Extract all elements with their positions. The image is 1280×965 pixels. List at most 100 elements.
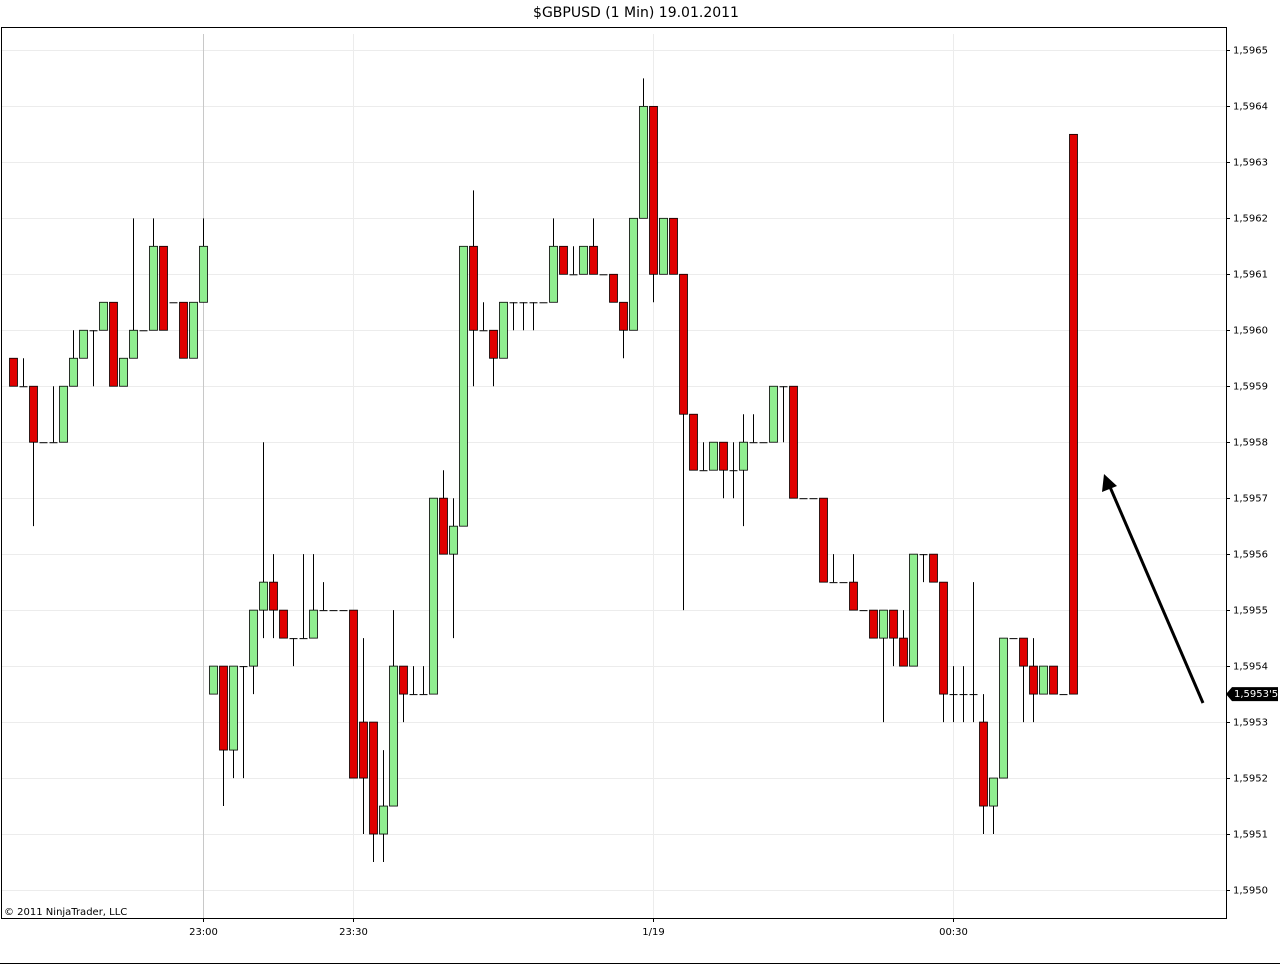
candle-body — [1019, 637, 1028, 667]
candle-body — [559, 245, 568, 275]
candle-body — [139, 330, 148, 332]
candle-body — [69, 357, 78, 387]
candle-body — [199, 245, 208, 303]
y-tick-label: 1,5955 — [1233, 606, 1268, 617]
annotation-arrow — [1108, 486, 1205, 704]
candle-body — [359, 721, 368, 779]
candle-body — [939, 581, 948, 695]
candle-body — [19, 386, 28, 388]
last-price-marker — [1226, 687, 1278, 702]
candle-body — [189, 301, 198, 359]
candle-body — [839, 582, 848, 584]
y-tick-label: 1,5954 — [1233, 662, 1268, 673]
x-tick-label: 1/19 — [642, 927, 664, 938]
y-tick-label: 1,5951 — [1233, 830, 1268, 841]
candle-body — [119, 357, 128, 387]
candles — [9, 78, 1078, 863]
candle-body — [149, 245, 158, 331]
candle-body — [949, 694, 958, 696]
candle-body — [39, 442, 48, 444]
candle-body — [229, 665, 238, 751]
candle-body — [79, 329, 88, 359]
candle-body — [209, 665, 218, 695]
candle-body — [609, 273, 618, 303]
candle-body — [109, 301, 118, 387]
candle-body — [739, 441, 748, 471]
candle-body — [159, 245, 168, 331]
candle-body — [599, 274, 608, 276]
candle-body — [969, 694, 978, 696]
candle-body — [289, 638, 298, 640]
candle-body — [519, 302, 528, 304]
candle-body — [389, 665, 398, 807]
candle-body — [879, 609, 888, 639]
candle-body — [639, 105, 648, 219]
candle-body — [719, 441, 728, 471]
candle-body — [819, 497, 828, 583]
candle-body — [709, 441, 718, 471]
candle-body — [799, 498, 808, 500]
candle-body — [889, 609, 898, 639]
candle-body — [989, 777, 998, 807]
candle-body — [349, 609, 358, 779]
candle-body — [299, 638, 308, 640]
candle-body — [259, 581, 268, 611]
candle-body — [1009, 638, 1018, 640]
candle-body — [759, 442, 768, 444]
candle-body — [1049, 665, 1058, 695]
y-tick-label: 1,5963 — [1233, 158, 1268, 169]
y-tick-label: 1,5964 — [1233, 102, 1268, 113]
candle-body — [409, 694, 418, 696]
candle-body — [499, 301, 508, 359]
candle-body — [729, 470, 738, 472]
candle-body — [439, 497, 448, 555]
candle-body — [9, 357, 18, 387]
candle-body — [29, 385, 38, 443]
candle-body — [979, 721, 988, 807]
candle-body — [179, 301, 188, 359]
y-tick-label: 1,5957 — [1233, 494, 1268, 505]
candle-body — [539, 302, 548, 304]
candle-body — [419, 694, 428, 696]
last-price-label: 1,5953'5 — [1234, 689, 1278, 700]
candle-body — [49, 442, 58, 444]
candle-body — [59, 385, 68, 443]
candle-body — [689, 413, 698, 471]
candle-body — [269, 581, 278, 611]
candle-body — [399, 665, 408, 695]
candle-body — [449, 525, 458, 555]
candle-body — [369, 721, 378, 835]
candle-body — [469, 245, 478, 331]
candle-body — [589, 245, 598, 275]
candle-body — [999, 637, 1008, 779]
candle-body — [649, 105, 658, 275]
candle-body — [309, 609, 318, 639]
y-tick-label: 1,5959 — [1233, 382, 1268, 393]
candle-body — [579, 245, 588, 275]
candle-body — [329, 610, 338, 612]
candle-body — [569, 274, 578, 276]
candle-body — [1069, 133, 1078, 695]
candle-body — [829, 582, 838, 584]
candle-body — [1039, 665, 1048, 695]
candle-body — [749, 442, 758, 444]
candle-body — [479, 330, 488, 332]
candle-body — [169, 302, 178, 304]
candle-body — [629, 217, 638, 331]
candle-body — [919, 554, 928, 556]
candle-body — [219, 665, 228, 751]
candle-body — [619, 301, 628, 331]
candle-body — [379, 805, 388, 835]
y-tick-label: 1,5950 — [1233, 886, 1268, 897]
candle-body — [89, 330, 98, 332]
candle-body — [849, 581, 858, 611]
candle-body — [99, 301, 108, 331]
x-tick-label: 23:00 — [189, 927, 218, 938]
y-tick-label: 1,5953 — [1233, 718, 1268, 729]
y-tick-label: 1,5958 — [1233, 438, 1268, 449]
candle-body — [429, 497, 438, 695]
y-tick-label: 1,5961 — [1233, 270, 1268, 281]
candle-body — [909, 553, 918, 667]
y-tick-label: 1,5965 — [1233, 46, 1268, 57]
